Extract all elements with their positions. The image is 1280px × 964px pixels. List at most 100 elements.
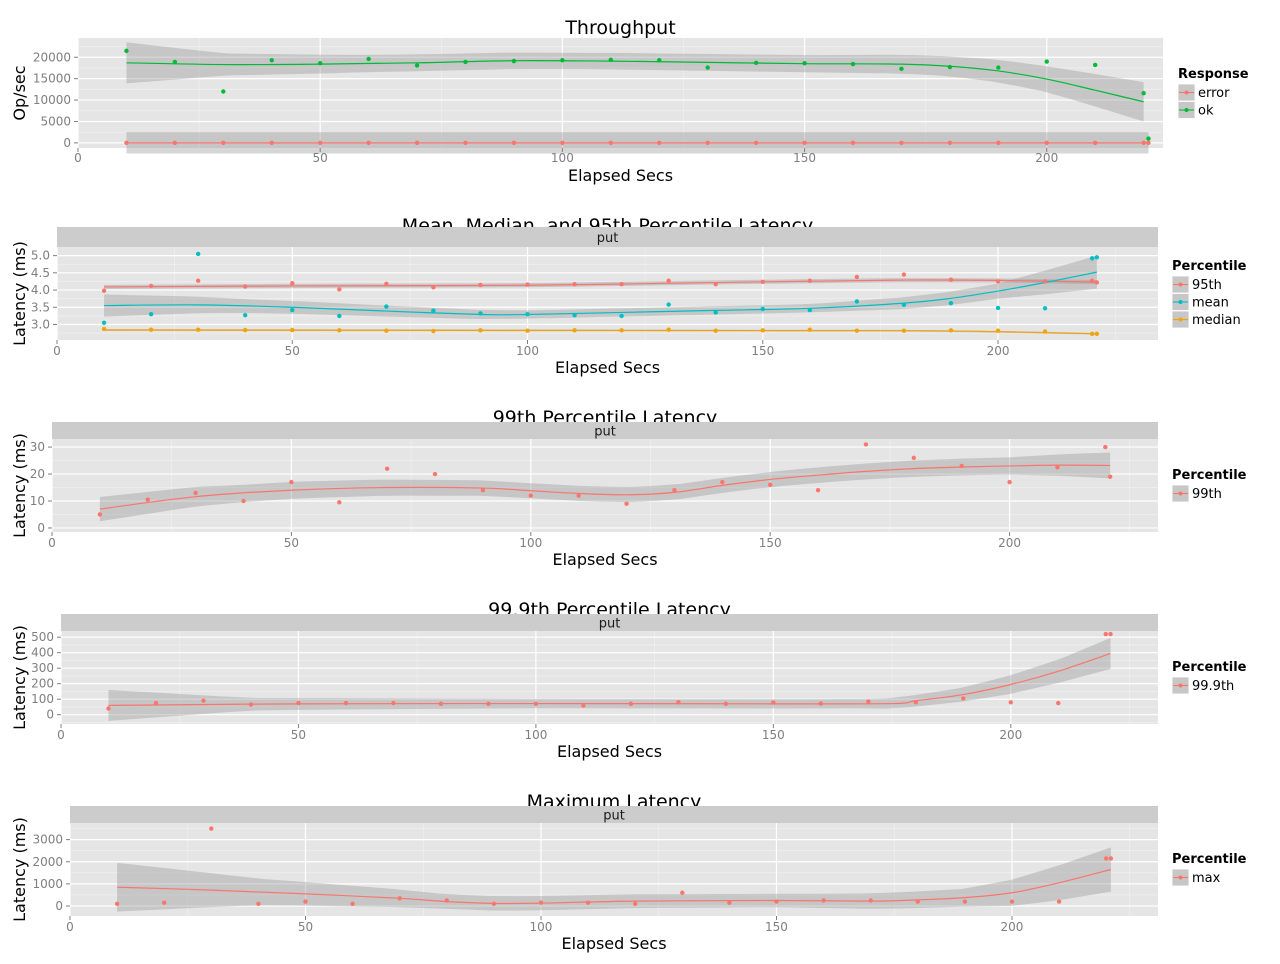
data-point-99.9th bbox=[1108, 631, 1113, 637]
data-point-median bbox=[995, 328, 1001, 333]
legend: Percentile 95th mean median bbox=[1171, 259, 1247, 329]
data-point-99th bbox=[145, 497, 150, 502]
data-point-ok bbox=[269, 58, 274, 63]
data-point-mean bbox=[995, 305, 1001, 311]
data-point-ok bbox=[899, 66, 904, 72]
data-point-error bbox=[317, 140, 323, 146]
data-point-mean bbox=[666, 302, 671, 307]
data-point-99th bbox=[528, 493, 533, 498]
legend: Percentile 99.9th bbox=[1171, 660, 1247, 695]
data-point-mean bbox=[1094, 255, 1100, 260]
data-point-99th bbox=[337, 500, 342, 505]
y-tick-label: 500 bbox=[31, 630, 54, 644]
facet-strip bbox=[57, 227, 1158, 247]
data-point-ok bbox=[221, 89, 226, 94]
confidence-band-max bbox=[117, 847, 1111, 912]
data-point-99.9th bbox=[866, 699, 871, 704]
data-point-mean bbox=[290, 307, 295, 313]
legend-key-point-max bbox=[1178, 875, 1183, 880]
legend: Response error ok bbox=[1177, 67, 1249, 119]
data-point-95th bbox=[525, 282, 530, 287]
data-point-95th bbox=[666, 278, 671, 283]
data-point-mean bbox=[148, 311, 154, 317]
smooth-line-95th bbox=[104, 279, 1097, 288]
data-point-median bbox=[666, 327, 671, 332]
data-point-median bbox=[901, 328, 907, 333]
data-point-95th bbox=[901, 272, 907, 277]
data-point-median bbox=[807, 327, 813, 332]
data-point-mean bbox=[384, 304, 389, 309]
data-point-max bbox=[1103, 856, 1109, 861]
x-tick-label: 100 bbox=[524, 728, 547, 742]
data-point-error bbox=[996, 140, 1001, 146]
data-point-error bbox=[899, 140, 904, 146]
data-point-median bbox=[101, 326, 107, 332]
data-point-mean bbox=[619, 313, 624, 319]
data-point-median bbox=[195, 327, 201, 332]
data-point-error bbox=[463, 140, 468, 146]
y-tick-label: 5.0 bbox=[31, 249, 50, 263]
x-tick-label: 150 bbox=[759, 536, 782, 550]
confidence-band-ok bbox=[126, 42, 1144, 122]
data-point-99th bbox=[1007, 479, 1012, 485]
data-point-95th bbox=[101, 288, 107, 293]
legend-label-mean: mean bbox=[1192, 296, 1229, 311]
legend-title: Response bbox=[1178, 67, 1249, 82]
data-point-99th bbox=[480, 488, 486, 493]
data-point-ok bbox=[996, 65, 1001, 70]
x-tick-label: 50 bbox=[285, 344, 300, 358]
x-tick-label: 100 bbox=[519, 536, 542, 550]
data-point-median bbox=[384, 328, 389, 333]
data-point-ok bbox=[705, 65, 710, 70]
data-point-99.9th bbox=[723, 701, 729, 707]
y-tick-label: 0 bbox=[55, 899, 63, 913]
x-tick-label: 100 bbox=[530, 920, 553, 934]
data-point-99th bbox=[911, 455, 917, 461]
data-point-mean bbox=[195, 251, 201, 257]
y-axis-title: Latency (ms) bbox=[10, 817, 29, 922]
data-point-max bbox=[632, 901, 638, 907]
plot-panel bbox=[52, 439, 1158, 532]
plot-panel bbox=[61, 631, 1158, 724]
data-point-95th bbox=[995, 279, 1001, 284]
y-axis-title: Latency (ms) bbox=[10, 625, 29, 730]
data-point-ok bbox=[1044, 59, 1049, 64]
y-axis-title: Op/sec bbox=[10, 65, 29, 120]
data-point-max bbox=[1108, 856, 1114, 861]
x-tick-label: 0 bbox=[74, 151, 82, 165]
data-point-mean bbox=[525, 311, 530, 317]
data-point-median bbox=[148, 327, 154, 332]
data-point-99th bbox=[1055, 465, 1060, 470]
data-point-99th bbox=[624, 501, 629, 506]
y-tick-label: 0 bbox=[37, 521, 45, 535]
x-tick-label: 150 bbox=[793, 151, 816, 165]
data-point-ok bbox=[366, 56, 371, 62]
data-point-99.9th bbox=[676, 700, 681, 705]
data-point-99th bbox=[576, 493, 581, 498]
data-point-99.9th bbox=[391, 700, 396, 706]
data-point-max bbox=[680, 890, 685, 895]
data-point-99th bbox=[815, 488, 821, 493]
legend-key-point-mean bbox=[1178, 300, 1183, 304]
y-tick-label: 0 bbox=[63, 136, 71, 150]
y-tick-label: 3.0 bbox=[31, 318, 50, 332]
data-point-max bbox=[1009, 899, 1015, 904]
data-point-max bbox=[114, 901, 120, 907]
data-point-ok bbox=[463, 59, 468, 65]
y-tick-label: 20 bbox=[30, 467, 45, 481]
data-point-mean bbox=[1089, 256, 1095, 261]
legend-title: Percentile bbox=[1172, 468, 1247, 483]
data-point-mean bbox=[948, 300, 954, 306]
data-point-95th bbox=[807, 278, 813, 283]
x-axis-title: Elapsed Secs bbox=[561, 934, 666, 953]
data-point-mean bbox=[901, 302, 907, 308]
data-point-ok bbox=[172, 59, 178, 65]
data-point-max bbox=[491, 901, 497, 907]
legend-label-99.9th: 99.9th bbox=[1192, 679, 1234, 694]
data-point-95th bbox=[148, 283, 154, 289]
data-point-99th bbox=[959, 463, 964, 469]
data-point-error bbox=[172, 140, 178, 146]
legend: Percentile max bbox=[1171, 852, 1247, 887]
legend-label-99th: 99th bbox=[1192, 487, 1222, 502]
data-point-95th bbox=[760, 279, 765, 284]
